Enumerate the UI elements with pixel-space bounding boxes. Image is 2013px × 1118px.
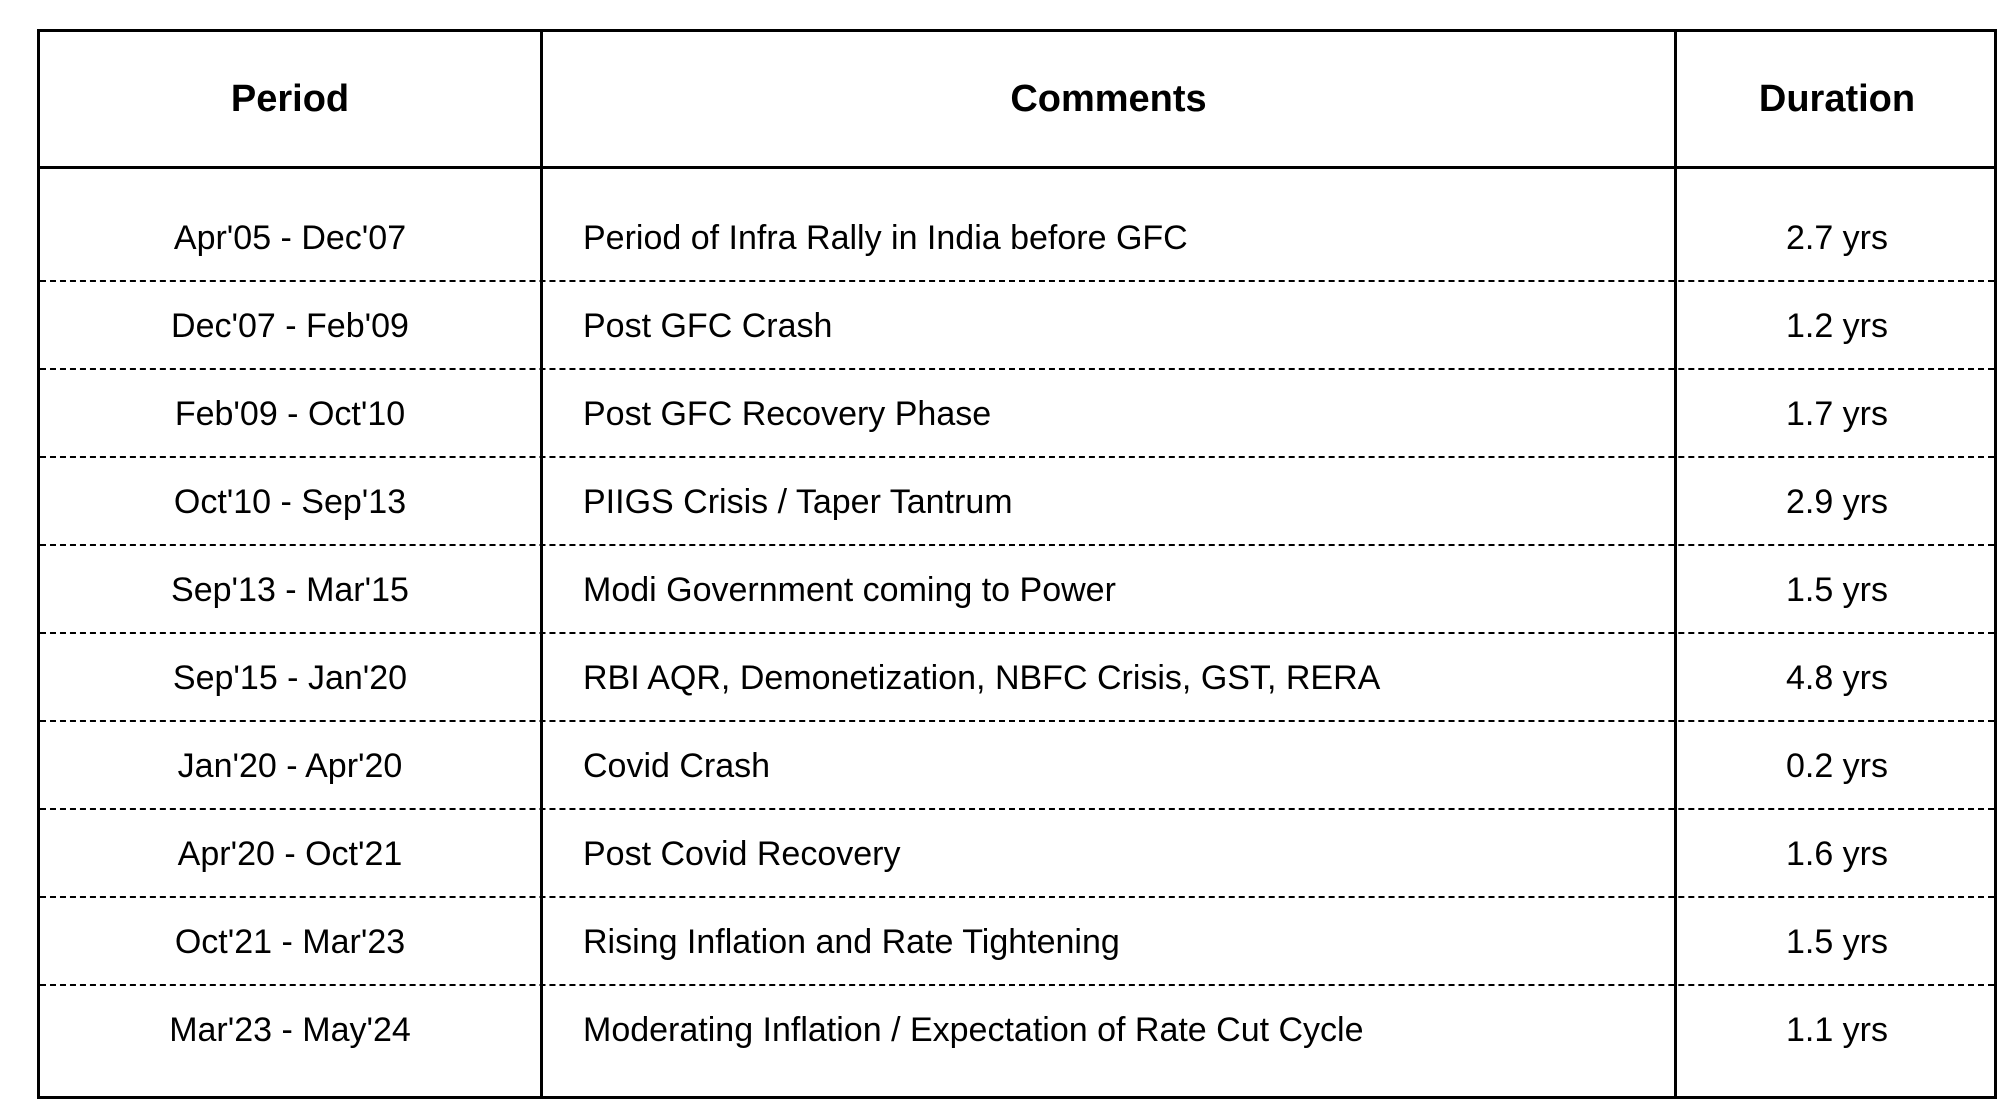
duration-cell: 0.2 yrs [1785, 746, 1889, 785]
comment-cell: RBI AQR, Demonetization, NBFC Crisis, GS… [583, 658, 1381, 697]
header-comments: Comments [1010, 77, 1207, 120]
comment-cell: Period of Infra Rally in India before GF… [583, 219, 1188, 257]
table-row: Jan'20 - Apr'20 Covid Crash 0.2 yrs [40, 722, 1994, 810]
table-row: Dec'07 - Feb'09 Post GFC Crash 1.2 yrs [40, 282, 1994, 370]
period-cell: Oct'10 - Sep'13 [173, 482, 407, 521]
row-divider [40, 632, 1994, 634]
duration-cell: 4.8 yrs [1785, 658, 1889, 697]
period-cell: Feb'09 - Oct'10 [174, 394, 406, 433]
table-row: Sep'13 - Mar'15 Modi Government coming t… [40, 546, 1994, 634]
row-divider [40, 984, 1994, 986]
comment-cell: Modi Government coming to Power [583, 570, 1116, 609]
table-row: Mar'23 - May'24 Moderating Inflation / E… [40, 986, 1994, 1074]
comment-cell: Moderating Inflation / Expectation of Ra… [583, 1010, 1364, 1049]
period-cell: Mar'23 - May'24 [169, 1010, 411, 1049]
market-periods-table: Period Comments Duration Apr'05 - Dec'07… [37, 29, 1997, 1099]
period-cell: Jan'20 - Apr'20 [177, 746, 403, 785]
header-period: Period [230, 77, 350, 120]
header-duration: Duration [1758, 77, 1916, 120]
duration-cell: 1.7 yrs [1785, 394, 1889, 433]
table-row: Apr'20 - Oct'21 Post Covid Recovery 1.6 … [40, 810, 1994, 898]
table-body: Apr'05 - Dec'07 Period of Infra Rally in… [40, 169, 1994, 1074]
period-cell: Sep'13 - Mar'15 [171, 570, 409, 609]
table-header: Period Comments Duration [40, 32, 1994, 169]
row-divider [40, 456, 1994, 458]
row-divider [40, 808, 1994, 810]
table-row: Apr'05 - Dec'07 Period of Infra Rally in… [40, 169, 1994, 282]
table-row: Sep'15 - Jan'20 RBI AQR, Demonetization,… [40, 634, 1994, 722]
comment-cell: Post GFC Crash [583, 306, 833, 345]
comment-cell: Covid Crash [583, 746, 771, 785]
duration-cell: 1.1 yrs [1785, 1010, 1889, 1049]
duration-cell: 1.2 yrs [1785, 306, 1889, 345]
duration-cell: 1.6 yrs [1785, 834, 1889, 873]
comment-cell: Rising Inflation and Rate Tightening [583, 922, 1120, 961]
row-divider [40, 280, 1994, 282]
period-cell: Oct'21 - Mar'23 [174, 922, 406, 961]
row-divider [40, 896, 1994, 898]
period-cell: Dec'07 - Feb'09 [171, 306, 409, 345]
column-divider-duration [1674, 32, 1677, 1096]
table-row: Oct'21 - Mar'23 Rising Inflation and Rat… [40, 898, 1994, 986]
row-divider [40, 544, 1994, 546]
period-cell: Sep'15 - Jan'20 [172, 658, 408, 697]
table-row: Oct'10 - Sep'13 PIIGS Crisis / Taper Tan… [40, 458, 1994, 546]
comment-cell: Post Covid Recovery [583, 834, 901, 873]
duration-cell: 1.5 yrs [1785, 922, 1889, 961]
duration-cell: 1.5 yrs [1785, 570, 1889, 609]
table-row: Feb'09 - Oct'10 Post GFC Recovery Phase … [40, 370, 1994, 458]
comment-cell: Post GFC Recovery Phase [583, 394, 992, 433]
period-cell: Apr'20 - Oct'21 [177, 834, 403, 873]
row-divider [40, 368, 1994, 370]
period-cell: Apr'05 - Dec'07 [173, 219, 407, 257]
column-divider-period [540, 32, 543, 1096]
duration-cell: 2.7 yrs [1785, 219, 1889, 257]
duration-cell: 2.9 yrs [1785, 482, 1889, 521]
comment-cell: PIIGS Crisis / Taper Tantrum [583, 482, 1013, 521]
row-divider [40, 720, 1994, 722]
